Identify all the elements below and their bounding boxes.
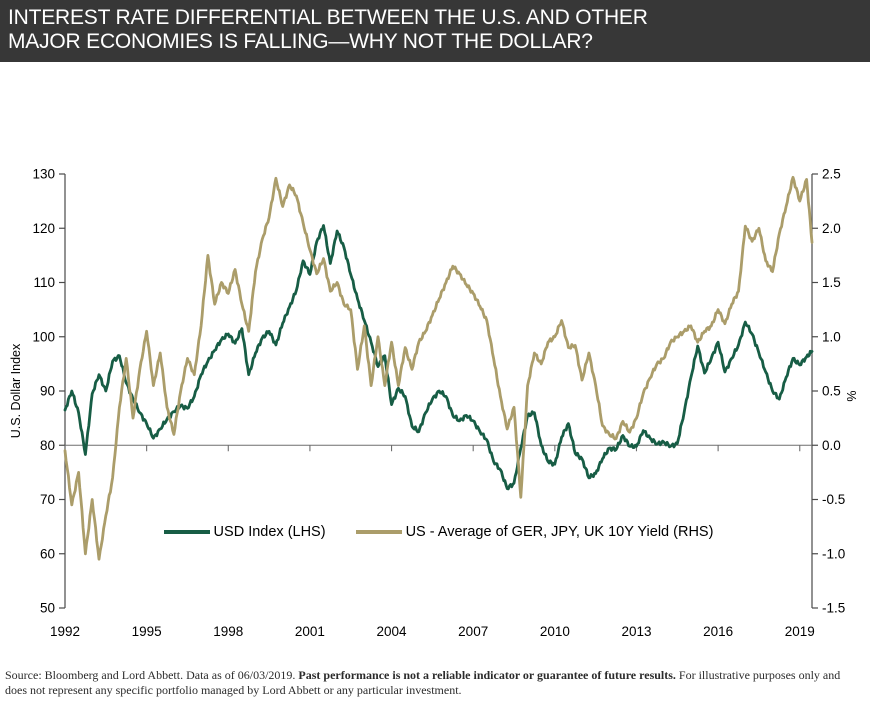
x-axis-tick-label: 2016 — [703, 624, 733, 639]
x-axis-tick-label: 2013 — [621, 624, 651, 639]
legend-label-usd-index: USD Index (LHS) — [213, 524, 326, 540]
right-axis-tick-label: -1.0 — [822, 546, 845, 561]
left-axis-tick-label: 130 — [32, 167, 55, 182]
left-axis-title: U.S. Dollar Index — [9, 343, 23, 438]
legend-label-yield-differential: US - Average of GER, JPY, UK 10Y Yield (… — [405, 524, 714, 540]
right-axis-title: % — [845, 390, 859, 401]
chart-title-line-2: MAJOR ECONOMIES IS FALLING—WHY NOT THE D… — [8, 30, 593, 53]
usd-index-line-swatch — [163, 530, 210, 534]
legend-item-usd-index: USD Index (LHS) — [163, 524, 326, 540]
left-axis-tick-label: 90 — [40, 384, 55, 399]
x-axis-tick-label: 2007 — [458, 624, 488, 639]
series-line-usd-index — [63, 224, 814, 491]
left-axis-tick-label: 80 — [40, 438, 55, 453]
x-axis-tick-label: 1998 — [213, 624, 243, 639]
x-axis-tick-label: 2010 — [540, 624, 570, 639]
past-performance-disclaimer: Past performance is not a reliable indic… — [298, 668, 676, 682]
left-axis-tick-label: 110 — [33, 275, 55, 290]
right-axis-tick-label: 1.5 — [822, 275, 841, 290]
right-axis-tick-label: 2.0 — [822, 221, 841, 236]
x-axis-tick-label: 1995 — [132, 624, 162, 639]
right-axis-tick-label: -0.5 — [822, 492, 845, 507]
right-axis-tick-label: 1.0 — [822, 329, 841, 344]
left-axis-tick-label: 120 — [32, 221, 55, 236]
right-axis-tick-label: 0.0 — [822, 438, 841, 453]
left-axis-tick-label: 60 — [40, 546, 55, 561]
right-axis-tick-label: 0.5 — [822, 384, 841, 399]
header-banner: INTEREST RATE DIFFERENTIAL BETWEEN THE U… — [0, 0, 870, 62]
series-line-yield-differential — [63, 175, 814, 561]
illustrative-disclaimer: For illustrative purposes only and does … — [5, 668, 841, 697]
chart-legend: USD Index (LHS) US - Average of GER, JPY… — [65, 524, 812, 540]
right-axis-tick-label: -1.5 — [822, 601, 845, 616]
x-axis-tick-label: 2004 — [377, 624, 408, 639]
yield-differential-line-swatch — [355, 530, 402, 534]
left-axis-tick-label: 100 — [32, 329, 55, 344]
x-axis-tick-label: 1992 — [50, 624, 80, 639]
x-axis-tick-label: 2001 — [295, 624, 325, 639]
right-axis-tick-label: 2.5 — [822, 167, 841, 182]
chart-title-line-1: INTEREST RATE DIFFERENTIAL BETWEEN THE U… — [8, 6, 648, 29]
source-footnote: Source: Bloomberg and Lord Abbett. Data … — [5, 668, 865, 698]
left-axis-tick-label: 50 — [40, 601, 55, 616]
legend-item-yield-differential: US - Average of GER, JPY, UK 10Y Yield (… — [355, 524, 714, 540]
left-axis-tick-label: 70 — [40, 492, 55, 507]
source-text: Source: Bloomberg and Lord Abbett. Data … — [5, 668, 299, 682]
x-axis-tick-label: 2019 — [785, 624, 815, 639]
